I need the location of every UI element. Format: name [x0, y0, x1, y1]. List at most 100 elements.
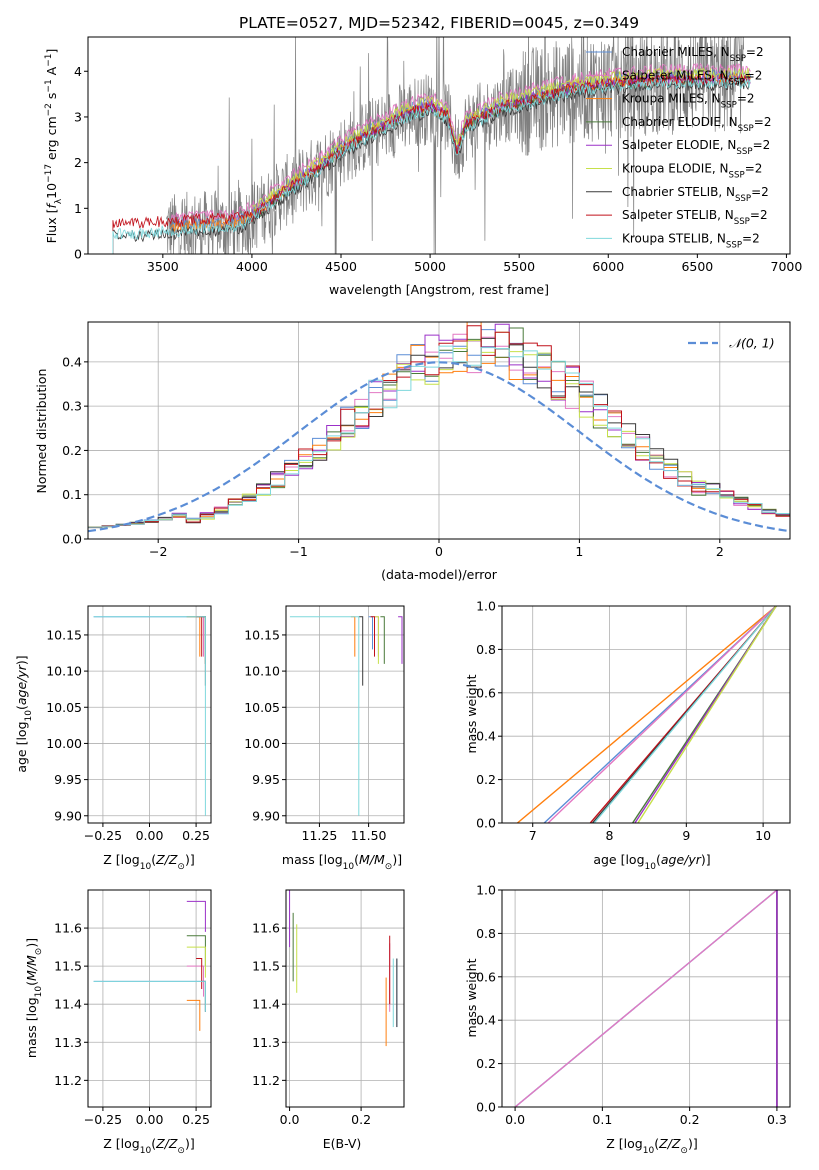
- label-part: =2: [737, 92, 755, 106]
- x-tick-label: 8: [606, 828, 614, 843]
- y-tick-label: 10.05: [244, 700, 280, 715]
- label-part: =2: [750, 208, 768, 222]
- y-tick-label: 0.0: [62, 532, 82, 547]
- label-part: SSP: [729, 171, 745, 181]
- x-axis-label: mass [log10(M/M⊙)]: [282, 852, 402, 872]
- x-axis-label: Z [log10(Z/Z⊙)]: [103, 1136, 194, 1156]
- age-mass-step: [358, 616, 364, 686]
- label-part: M/M: [359, 852, 385, 867]
- x-tick-label: 11.25: [302, 828, 338, 843]
- x-tick-label: 6000: [592, 259, 624, 274]
- label-part: SSP: [735, 194, 751, 204]
- mass-Z-step: [186, 965, 204, 997]
- mass-weight-line: [516, 606, 777, 823]
- age-Z-step: [196, 616, 203, 657]
- model-spectrum: [112, 76, 751, 254]
- axes-frame: [501, 889, 791, 1108]
- label-part: 10: [343, 862, 355, 872]
- mass-weight-line: [547, 606, 777, 823]
- label-part: Salpeter ELODIE, N: [622, 138, 736, 152]
- grid: [286, 606, 404, 823]
- x-tick-label: 9: [682, 828, 690, 843]
- label-part: Kroupa ELODIE, N: [622, 162, 729, 176]
- label-part: 10: [645, 862, 657, 872]
- label-part: age [log: [14, 721, 29, 772]
- label-part: 10: [643, 1146, 655, 1156]
- mass-Z-step: [186, 946, 206, 978]
- y-tick-label: 2: [74, 155, 82, 170]
- y-tick-label: 10.00: [46, 736, 82, 751]
- y-tick-label: 9.90: [54, 808, 82, 823]
- label-part: age/yr: [661, 852, 702, 867]
- x-axis-label: age [log10(age/yr)]: [593, 852, 710, 872]
- label-part: 10: [24, 710, 34, 722]
- label-part: Normed distribution: [34, 369, 49, 494]
- label-part: =2: [754, 115, 772, 129]
- y-tick-label: 0.3: [62, 399, 82, 414]
- label-part: Chabrier ELODIE, N: [622, 115, 738, 129]
- y-tick-label: 10.15: [244, 627, 280, 642]
- x-tick-label: 2: [716, 544, 724, 559]
- x-tick-label: 0.0: [280, 1112, 300, 1127]
- label-part: =2: [742, 231, 760, 245]
- y-tick-label: 3: [74, 109, 82, 124]
- label-part: Kroupa STELIB, N: [622, 231, 726, 245]
- axes-frame: [285, 605, 405, 824]
- x-tick-label: 0.3: [767, 1112, 787, 1127]
- y-axis-label: age [log10(age/yr)]: [14, 655, 34, 772]
- y-tick-label: 9.95: [54, 772, 82, 787]
- legend-label: Salpeter ELODIE, NSSP=2: [622, 138, 770, 157]
- age-mass-step: [374, 616, 379, 657]
- x-tick-label: 0.25: [182, 828, 210, 843]
- mass-Z-step: [93, 980, 206, 1012]
- y-tick-label: 11.6: [252, 921, 280, 936]
- x-tick-label: 5500: [503, 259, 535, 274]
- x-tick-label: 0.2: [351, 1112, 371, 1127]
- age-mass-step: [374, 616, 379, 664]
- label-part: (: [151, 852, 156, 867]
- label-part: (: [14, 705, 29, 710]
- y-tick-label: 11.5: [54, 959, 82, 974]
- label-part: Z [log: [103, 852, 139, 867]
- y-tick-label: 0.2: [476, 1056, 496, 1071]
- y-tick-label: 0.0: [476, 816, 496, 831]
- x-tick-label: 0.25: [182, 1112, 210, 1127]
- mass-weight-line: [514, 890, 778, 1107]
- age-mass-step: [368, 616, 373, 650]
- label-part: wavelength [Angstrom, rest frame]: [329, 282, 549, 297]
- label-part: (data-model)/error: [381, 567, 498, 582]
- label-part: SSP: [738, 124, 754, 134]
- legend-label: Chabrier STELIB, NSSP=2: [622, 185, 769, 204]
- age-mass-step: [398, 616, 403, 664]
- label-part: (: [656, 852, 661, 867]
- label-part: SSP: [729, 77, 745, 87]
- model-spectrum: [251, 67, 751, 214]
- y-tick-label: 0.6: [476, 685, 496, 700]
- y-axis-label: mass [log10(M/M⊙)]: [24, 938, 44, 1058]
- label-part: −2: [44, 103, 54, 116]
- label-part: )]: [185, 1136, 195, 1151]
- x-tick-label: 4000: [236, 259, 268, 274]
- legend-label: Kroupa ELODIE, NSSP=2: [622, 162, 762, 181]
- label-part: 10: [140, 1146, 152, 1156]
- y-tick-label: 11.6: [54, 921, 82, 936]
- label-part: SSP: [730, 54, 746, 64]
- axes-frame: [501, 605, 791, 824]
- y-tick-label: 10.15: [46, 627, 82, 642]
- legend-label: Salpeter STELIB, NSSP=2: [622, 208, 768, 227]
- label-part: ⊙: [177, 1146, 185, 1156]
- y-tick-label: 11.2: [252, 1073, 280, 1088]
- x-tick-label: 0.00: [136, 1112, 164, 1127]
- plot-area: [516, 606, 777, 823]
- mass-Z-step: [186, 999, 201, 1031]
- axes-frame: [87, 36, 791, 255]
- x-tick-label: 0.1: [592, 1112, 612, 1127]
- y-tick-label: 10.00: [244, 736, 280, 751]
- grid: [88, 606, 211, 823]
- label-part: (: [151, 1136, 156, 1151]
- plot-area: [514, 890, 778, 1107]
- x-tick-label: 3500: [147, 259, 179, 274]
- y-tick-label: 0.8: [476, 926, 496, 941]
